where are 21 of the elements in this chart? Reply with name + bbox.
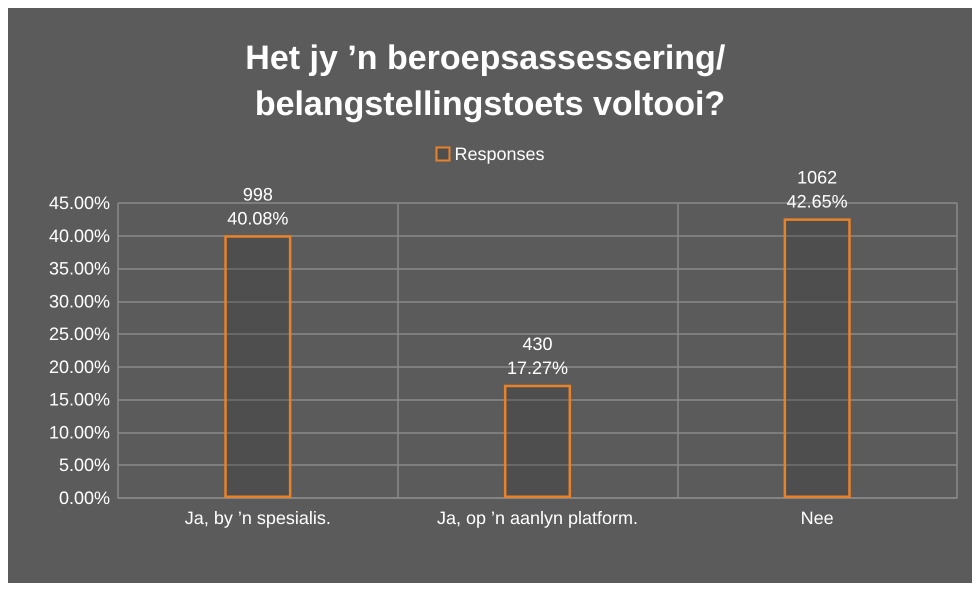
bar [224,235,292,498]
x-tick-label: Ja, by ’n spesialis. [184,508,331,528]
y-tick-label: 30.00% [48,291,110,312]
x-tick-label: Nee [800,508,834,528]
y-tick-label: 20.00% [48,356,110,377]
y-tick-label: 10.00% [48,422,110,442]
y-tick-label: 0.00% [58,488,110,508]
bar [504,384,572,498]
bar [784,218,851,498]
y-tick-label: 35.00% [48,258,110,279]
y-tick-label: 5.00% [58,455,110,476]
y-tick-label: 25.00% [48,324,110,344]
y-tick-label: 45.00% [48,193,110,213]
chart-title: Het jy ’n beroepsassessering/ belangstellingstoets voltooi? [245,39,735,123]
legend-label: Responses [454,144,545,164]
data-label: 998 40.08% [227,184,288,228]
y-tick-label: 40.00% [48,226,110,246]
x-tick-label: Ja, op ’n aanlyn platform. [436,508,638,528]
data-label: 1062 42.65% [786,167,848,212]
data-label: 430 17.27% [506,334,568,378]
y-tick-label: 15.00% [48,390,110,410]
